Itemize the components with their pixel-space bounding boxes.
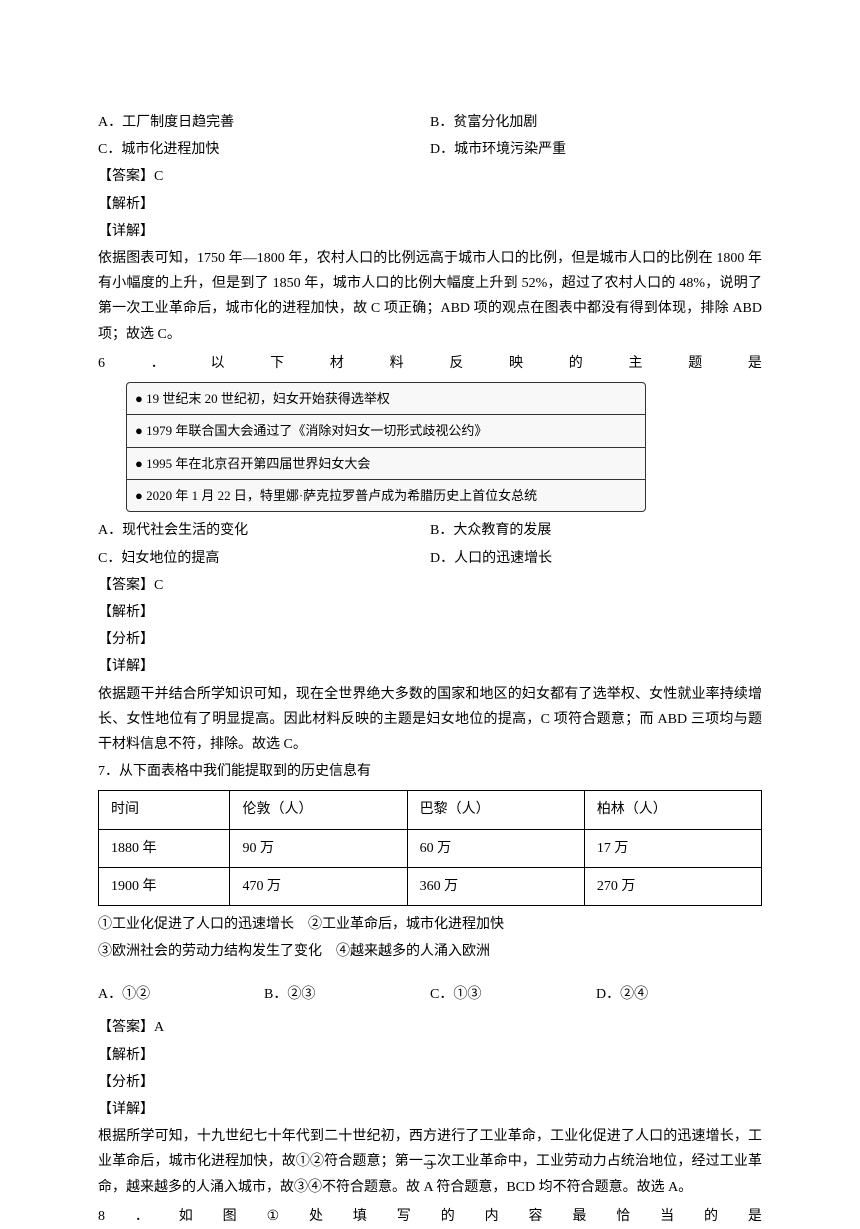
table-cell: 柏林（人） — [584, 791, 761, 829]
q8-char: 填 — [353, 1204, 367, 1229]
q8-char: 当 — [660, 1204, 674, 1229]
q6-box-row: ● 1979 年联合国大会通过了《消除对妇女一切形式歧视公约》 — [127, 415, 645, 447]
table-cell: 470 万 — [230, 867, 407, 905]
q6-option-a: A．现代社会生活的变化 — [98, 518, 430, 543]
q8-char: 写 — [397, 1204, 411, 1229]
q7-options: A．①② B．②③ C．①③ D．②④ — [98, 982, 762, 1007]
table-cell: 1880 年 — [99, 829, 230, 867]
q5-option-c: C．城市化进程加快 — [98, 137, 430, 162]
q6-jiexi: 【解析】 — [98, 600, 762, 625]
q8-char: 的 — [704, 1204, 718, 1229]
q7-statement: ③欧洲社会的劳动力结构发生了变化 ④越来越多的人涌入欧洲 — [98, 939, 762, 964]
q5-options-row2: C．城市化进程加快 D．城市环境污染严重 — [98, 137, 762, 162]
table-cell: 270 万 — [584, 867, 761, 905]
q8-char: ① — [267, 1204, 280, 1229]
q5-option-a: A．工厂制度日趋完善 — [98, 110, 430, 135]
q7-option-c: C．①③ — [430, 982, 596, 1007]
q6-option-b: B．大众教育的发展 — [430, 518, 762, 543]
q8-char: 的 — [441, 1204, 455, 1229]
q7-option-d: D．②④ — [596, 982, 762, 1007]
q7-fenxi: 【分析】 — [98, 1070, 762, 1095]
q6-char: 以 — [210, 351, 224, 376]
q5-jiexi: 【解析】 — [98, 192, 762, 217]
table-row: 时间 伦敦（人） 巴黎（人） 柏林（人） — [99, 791, 762, 829]
q6-char: 是 — [748, 351, 762, 376]
q7-prompt: 7．从下面表格中我们能提取到的历史信息有 — [98, 759, 762, 784]
q6-char: 材 — [330, 351, 344, 376]
q6-prompt: 6 ． 以 下 材 料 反 映 的 主 题 是 — [98, 351, 762, 376]
q6-box-row: ● 2020 年 1 月 22 日，特里娜·萨克拉罗普卢成为希腊历史上首位女总统 — [127, 480, 645, 511]
q8-char: 8 — [98, 1204, 105, 1229]
q6-xiangjie: 【详解】 — [98, 654, 762, 679]
table-cell: 时间 — [99, 791, 230, 829]
table-cell: 伦敦（人） — [230, 791, 407, 829]
q5-options-row1: A．工厂制度日趋完善 B．贫富分化加剧 — [98, 110, 762, 135]
q6-option-c: C．妇女地位的提高 — [98, 546, 430, 571]
table-cell: 90 万 — [230, 829, 407, 867]
q6-char: 6 — [98, 351, 105, 376]
q5-answer: 【答案】C — [98, 164, 762, 189]
q6-box-row: ● 19 世纪末 20 世纪初，妇女开始获得选举权 — [127, 383, 645, 415]
q6-char: 主 — [628, 351, 642, 376]
q7-answer: 【答案】A — [98, 1015, 762, 1040]
q8-char: 内 — [485, 1204, 499, 1229]
q8-char: 图 — [223, 1204, 237, 1229]
q7-table: 时间 伦敦（人） 巴黎（人） 柏林（人） 1880 年 90 万 60 万 17… — [98, 790, 762, 906]
q6-option-d: D．人口的迅速增长 — [430, 546, 762, 571]
q6-char: 反 — [449, 351, 463, 376]
q5-option-d: D．城市环境污染严重 — [430, 137, 762, 162]
table-cell: 360 万 — [407, 867, 584, 905]
q7-jiexi: 【解析】 — [98, 1043, 762, 1068]
q6-explanation: 依据题干并结合所学知识可知，现在全世界绝大多数的国家和地区的妇女都有了选举权、女… — [98, 682, 762, 758]
q6-char: 题 — [688, 351, 702, 376]
q6-char: ． — [151, 351, 165, 376]
q6-char: 料 — [390, 351, 404, 376]
q6-answer: 【答案】C — [98, 573, 762, 598]
q7-xiangjie: 【详解】 — [98, 1097, 762, 1122]
q5-explanation: 依据图表可知，1750 年—1800 年，农村人口的比例远高于城市人口的比例，但… — [98, 246, 762, 347]
q8-char: 处 — [309, 1204, 323, 1229]
q7-option-b: B．②③ — [264, 982, 430, 1007]
q6-box-row: ● 1995 年在北京召开第四届世界妇女大会 — [127, 448, 645, 480]
q6-char: 映 — [509, 351, 523, 376]
q8-char: ． — [135, 1204, 149, 1229]
q8-prompt: 8 ． 如 图 ① 处 填 写 的 内 容 最 恰 当 的 是 — [98, 1204, 762, 1229]
q8-char: 最 — [572, 1204, 586, 1229]
table-cell: 1900 年 — [99, 867, 230, 905]
q7-statement: ①工业化促进了人口的迅速增长 ②工业革命后，城市化进程加快 — [98, 912, 762, 937]
q6-char: 下 — [270, 351, 284, 376]
table-row: 1880 年 90 万 60 万 17 万 — [99, 829, 762, 867]
q6-char: 的 — [569, 351, 583, 376]
page-number: 3 — [0, 1153, 860, 1176]
table-cell: 巴黎（人） — [407, 791, 584, 829]
q7-option-a: A．①② — [98, 982, 264, 1007]
q6-options-row2: C．妇女地位的提高 D．人口的迅速增长 — [98, 546, 762, 571]
q8-char: 如 — [179, 1204, 193, 1229]
q6-options-row1: A．现代社会生活的变化 B．大众教育的发展 — [98, 518, 762, 543]
table-cell: 17 万 — [584, 829, 761, 867]
table-row: 1900 年 470 万 360 万 270 万 — [99, 867, 762, 905]
q5-xiangjie: 【详解】 — [98, 219, 762, 244]
q8-char: 是 — [748, 1204, 762, 1229]
q8-char: 恰 — [616, 1204, 630, 1229]
table-cell: 60 万 — [407, 829, 584, 867]
q6-info-box: ● 19 世纪末 20 世纪初，妇女开始获得选举权 ● 1979 年联合国大会通… — [126, 382, 646, 513]
q6-fenxi: 【分析】 — [98, 627, 762, 652]
q8-char: 容 — [528, 1204, 542, 1229]
q5-option-b: B．贫富分化加剧 — [430, 110, 762, 135]
